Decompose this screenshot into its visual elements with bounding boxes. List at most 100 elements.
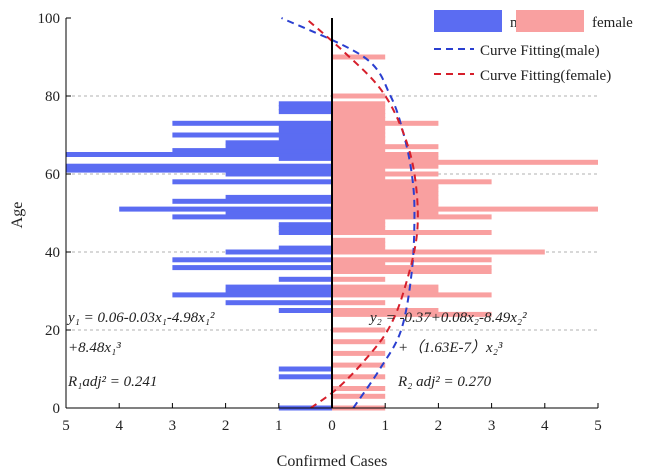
- male-bar: [278, 128, 332, 134]
- y-tick-label: 60: [45, 167, 60, 183]
- female-bar: [332, 144, 439, 150]
- y-tick-label: 100: [38, 11, 61, 27]
- x-tick-label: 5: [62, 418, 70, 434]
- x-tick-label: 1: [381, 418, 389, 434]
- male-bar: [225, 210, 332, 216]
- female-bar: [332, 230, 492, 235]
- x-tick-label: 0: [328, 418, 336, 434]
- male-bar: [172, 214, 332, 220]
- male-bar: [278, 136, 332, 142]
- female-bar: [332, 339, 386, 345]
- female-bar: [332, 198, 439, 204]
- female-bar: [332, 284, 439, 290]
- female-bar: [332, 128, 386, 134]
- x-tick-label: 3: [488, 418, 496, 434]
- legend-label-female: female: [592, 15, 633, 31]
- male-bar: [119, 206, 332, 212]
- female-bar: [332, 124, 386, 130]
- x-tick-label: 2: [435, 418, 443, 434]
- female-bar: [332, 155, 439, 161]
- female-bar: [332, 311, 492, 317]
- female-bar: [332, 261, 386, 267]
- female-bar: [332, 374, 386, 380]
- female-bar: [332, 308, 439, 313]
- female-bar: [332, 300, 386, 306]
- male-bar: [225, 284, 332, 290]
- female-bar: [332, 386, 386, 391]
- female-bar: [332, 288, 439, 294]
- male-bar: [172, 148, 332, 154]
- male-bar: [278, 155, 332, 161]
- male-bar: [172, 265, 332, 271]
- female-bar: [332, 276, 386, 282]
- female-bar: [332, 148, 386, 154]
- female-bar: [332, 218, 386, 224]
- male-bar: [225, 288, 332, 294]
- legend-swatch-female: [516, 10, 584, 32]
- x-axis-label: Confirmed Cases: [277, 453, 388, 470]
- female-bar: [332, 249, 545, 255]
- male-bar: [172, 179, 332, 185]
- female-bar: [332, 171, 439, 177]
- female-bar: [332, 101, 386, 107]
- female-bar: [332, 109, 386, 115]
- female-bar: [332, 202, 439, 208]
- female-bar: [332, 187, 439, 193]
- female-bar: [332, 132, 386, 138]
- y-tick-label: 20: [45, 323, 60, 339]
- equation-annotations: y₁ = 0.06-0.03x₁-4.98x₁² +8.48x₁³ R₁adj²…: [66, 310, 527, 390]
- x-tick-label: 4: [541, 418, 549, 434]
- y-tick-label: 80: [45, 89, 60, 105]
- fit-curve-male: [281, 17, 416, 409]
- female-bar: [332, 210, 439, 216]
- male-bar: [172, 132, 332, 138]
- female-bar: [332, 350, 386, 356]
- male-bar: [172, 120, 332, 126]
- female-bar: [332, 159, 598, 165]
- female-bar: [332, 120, 439, 126]
- x-tick-label: 3: [169, 418, 177, 434]
- male-bar: [278, 308, 332, 313]
- female-bar: [332, 194, 439, 200]
- male-equation-line1: y₁ = 0.06-0.03x₁-4.98x₁²: [66, 310, 215, 326]
- female-equation-line2: +（1.63E-7）x₂³: [398, 339, 503, 356]
- female-bar: [332, 140, 386, 146]
- male-bar: [278, 374, 332, 380]
- female-bar: [332, 183, 439, 189]
- male-bar: [225, 300, 332, 306]
- x-tick-label: 1: [275, 418, 283, 434]
- male-bar: [278, 101, 332, 107]
- female-bar: [332, 206, 598, 212]
- female-equation-line1: y₂ = -0.37+0.08x₂-8.49x₂²: [368, 310, 527, 326]
- female-bar: [332, 54, 386, 60]
- male-bar: [66, 152, 332, 157]
- legend-label-fit-male: Curve Fitting(male): [480, 43, 600, 59]
- female-bar: [332, 93, 386, 99]
- male-r2-label: R₁adj² = 0.241: [67, 374, 157, 390]
- x-tick-label: 2: [222, 418, 230, 434]
- male-bar: [225, 140, 332, 146]
- male-bar: [278, 105, 332, 111]
- male-bar: [278, 222, 332, 228]
- legend: male female Curve Fitting(male) Curve Fi…: [434, 10, 633, 84]
- male-bar: [278, 366, 332, 372]
- male-bar: [278, 230, 332, 235]
- female-bar: [332, 191, 439, 196]
- male-bar: [66, 167, 332, 173]
- fit-curve-female: [304, 17, 419, 409]
- male-bar: [225, 249, 332, 255]
- female-bar: [332, 226, 386, 232]
- female-bar: [332, 175, 386, 181]
- x-tick-label: 4: [115, 418, 123, 434]
- female-bar: [332, 116, 386, 122]
- curves-layer: [281, 17, 419, 409]
- male-equation-line2: +8.48x₁³: [68, 340, 121, 356]
- female-bar: [332, 245, 386, 251]
- x-tick-label: 5: [594, 418, 602, 434]
- y-tick-label: 0: [53, 401, 61, 417]
- male-bar: [225, 194, 332, 200]
- y-axis-label: Age: [9, 202, 26, 229]
- female-bar: [332, 163, 439, 169]
